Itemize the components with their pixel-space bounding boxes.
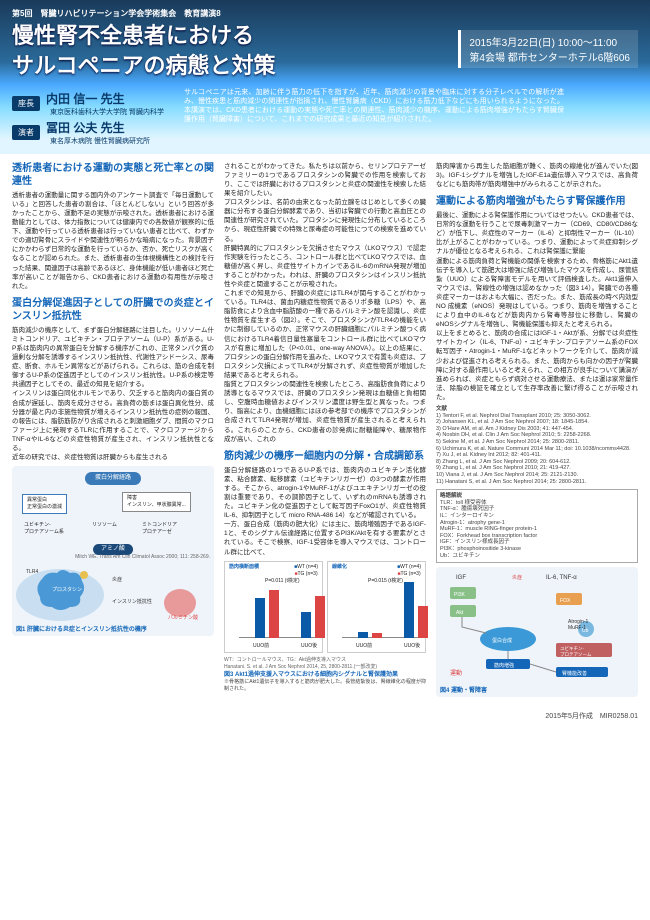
chart-right: 線維化 ■WT (n=4)■TG (n=3) P=0.015 (t検定) UUO… <box>327 561 426 653</box>
sec5-p1: 筋肉障害から再生した筋細胞が難く、筋肉の線維化が進んでいた(図3)。IGF-1シ… <box>436 162 638 189</box>
svg-text:TLR4: TLR4 <box>26 569 38 575</box>
svg-text:IL-6, TNF-α: IL-6, TNF-α <box>546 575 577 581</box>
sec3-p5: 脂質とプロスタシンの関連性を検索したところ、高脂肪食負荷により誘導となるマウスで… <box>224 380 426 444</box>
sec6-p1: 最後に、運動による腎保護作用についてはせつたい。CKD患者では、日常的な運動を行… <box>436 211 638 256</box>
svg-text:腎機能改善: 腎機能改善 <box>562 670 587 677</box>
chart-cite: Hanatani. S. et al. J Am Soc Nephrol 201… <box>224 664 426 671</box>
sec1-heading: 透析患者における運動の実態と死亡率との関連性 <box>12 162 214 188</box>
fig4-caption: 図4 運動・腎障害 <box>440 687 487 695</box>
column-mid: されることがわかってきた。私たちは以前から、セリンプロテアーゼファミリーの1つで… <box>224 162 426 701</box>
sec6-p2: 運動による筋肉負荷と腎機能の関係を検索するため、骨格筋にAkt1遺伝子を導入して… <box>436 257 638 330</box>
header-abstract: サルコペニアは元来、加齢に伴う筋力の低下を指すが、近年、筋肉減少の背景や臨床に対… <box>184 88 564 148</box>
speaker-badge: 演者 <box>12 125 40 140</box>
sec4-heading: 筋肉減少の機序ー細胞内の分解・合成調節系 <box>224 450 426 463</box>
svg-text:FOX: FOX <box>560 598 571 604</box>
svg-text:PI3K: PI3K <box>454 592 466 598</box>
column-left: 透析患者における運動の実態と死亡率との関連性 透析患者の運動量に関する国内外のア… <box>12 162 214 701</box>
svg-text:インスリン抵抗性: インスリン抵抗性 <box>112 598 152 605</box>
figure-1: 蛋白分解経路 異常蛋白正常蛋白の激減 障害インスリン、甲状腺異常... ユビキチ… <box>12 466 214 636</box>
header-banner: 第5回 腎臓リハビリテーション学会学術集会 教育講演8 慢性腎不全患者における … <box>0 0 650 154</box>
date-text: 2015年3月22日(日) 10:00〜11:00 <box>469 34 630 49</box>
svg-text:ユビキチン-: ユビキチン- <box>560 645 584 651</box>
sec3-p2: プロスタシンは、名前の由来となった前立腺をはじめとして多くの臓器に分布する蛋白分… <box>224 198 426 243</box>
footer-code: 2015年5月作成 MIR0258.01 <box>0 709 650 729</box>
chair-affil: 東京医科歯科大学大学院 腎臓内科学 <box>50 107 164 117</box>
figure-4: IGF IL-6, TNF-α 炎症 PI3K Akt FOX Ub ユビキチン… <box>436 567 638 697</box>
chart-caption: WT：コントロールマウス、TG：Akt過伸支導入マウス <box>224 657 426 664</box>
sec1-p1: 透析患者の運動量に関する国内外のアンケート調査で「毎日運動している」と回答した患… <box>12 191 214 291</box>
sec2-p1: 筋肉減少の機序として、まず蛋白分解経路に注目した。リソソーム什ミトコンドリア、ユ… <box>12 326 214 390</box>
references: 文献 1) Tentori F, et al. Nephrol Dial Tra… <box>436 406 638 485</box>
svg-text:炎症: 炎症 <box>512 574 522 581</box>
column-right: 筋肉障害から再生した筋細胞が難く、筋肉の線維化が進んでいた(図3)。IGF-1シ… <box>436 162 638 701</box>
sec3-p3: 肝臓特異的にプロスタシンを欠損させたマウス（LKOマウス）で認定作実験を行ったと… <box>224 244 426 289</box>
fig3-title: 図3 Akt1過伸支援入マウスにおける細胞内シグナルと腎保護効果 <box>224 671 426 679</box>
sec6-heading: 運動による筋肉増強がもたらす腎保護作用 <box>436 195 638 208</box>
sec2-p2: インスリンは蛋白同化ホルモンであり、欠乏すると筋肉内の蛋白質の合成が遅延し、筋肉… <box>12 389 214 453</box>
speaker-affil: 東名厚木病院 慢性腎臓病研究所 <box>50 136 150 146</box>
svg-text:運動: 運動 <box>450 669 462 677</box>
chair-badge: 座長 <box>12 96 40 111</box>
speaker-name: 冨田 公夫 先生 <box>46 119 150 136</box>
chair-name: 内田 信一 先生 <box>46 90 164 107</box>
venue-text: 第4会場 都市センターホテル6階606 <box>469 49 630 64</box>
sec2-p3: 近年の研究では、炎症性物質は肝臓からも産生される <box>12 453 214 462</box>
fig1-caption: 図1 肝臓における炎症とインスリン抵抗性の機序 <box>16 626 147 634</box>
datetime-box: 2015年3月22日(日) 10:00〜11:00 第4会場 都市センターホテル… <box>458 30 638 68</box>
svg-text:IGF: IGF <box>456 575 466 581</box>
figure-3-charts: 筋肉横断面積 ■WT (n=4)■TG (n=3) P=0.011 (t検定) … <box>224 561 426 653</box>
sec6-p3: 以上をまとめると、筋肉の合成にはIGF-1・Aktが系、分解では炎症性サイトカイ… <box>436 329 638 402</box>
svg-text:炎症: 炎症 <box>112 576 122 583</box>
speakers-block: 座長 内田 信一 先生 東京医科歯科大学大学院 腎臓内科学 演者 冨田 公夫 先… <box>12 88 164 148</box>
sec3-p4: これまでの知見から、肝臓の炎症にはTLR4が関与することがわかっている。TLR4… <box>224 289 426 380</box>
svg-text:プロテアソーム: プロテアソーム <box>560 652 592 658</box>
fig3-note: ※骨格筋にAkt1遺伝子を導入すると筋肉が肥大した。長管結紮後は、腎線維化の程度… <box>224 679 426 693</box>
abbreviations: 略語解説 TLR：toll 様受容体TNF-α：腫瘍壊死因子IL：インターロイキ… <box>436 489 638 563</box>
chart-left: 筋肉横断面積 ■WT (n=4)■TG (n=3) P=0.011 (t検定) … <box>224 561 323 653</box>
sec4-p1: 蛋白分解経路の1つであるU-P系では、筋肉内のユビキチン活化酵素、粘合酵素、転移… <box>224 466 426 521</box>
svg-text:筋肉増強: 筋肉増強 <box>494 662 514 669</box>
svg-text:蛋白合成: 蛋白合成 <box>492 637 512 644</box>
svg-text:MuRF-1: MuRF-1 <box>568 625 586 631</box>
session-label: 第5回 腎臓リハビリテーション学会学術集会 教育講演8 <box>12 8 638 19</box>
content-columns: 透析患者における運動の実態と死亡率との関連性 透析患者の運動量に関する国内外のア… <box>0 154 650 709</box>
svg-text:パルミチン酸: パルミチン酸 <box>168 614 198 621</box>
sec3-p1: されることがわかってきた。私たちは以前から、セリンプロテアーゼファミリーの1つで… <box>224 162 426 198</box>
svg-text:Akt: Akt <box>456 610 464 616</box>
svg-text:プロスタシン: プロスタシン <box>52 586 82 593</box>
sec2-heading: 蛋白分解促進因子としての肝臓での炎症とインスリン抵抗性 <box>12 297 214 323</box>
sec4-p2: 一方、蛋白合成（筋肉の肥大化）には主に、筋肉増殖因子であるIGF-1と、そのシグ… <box>224 520 426 556</box>
